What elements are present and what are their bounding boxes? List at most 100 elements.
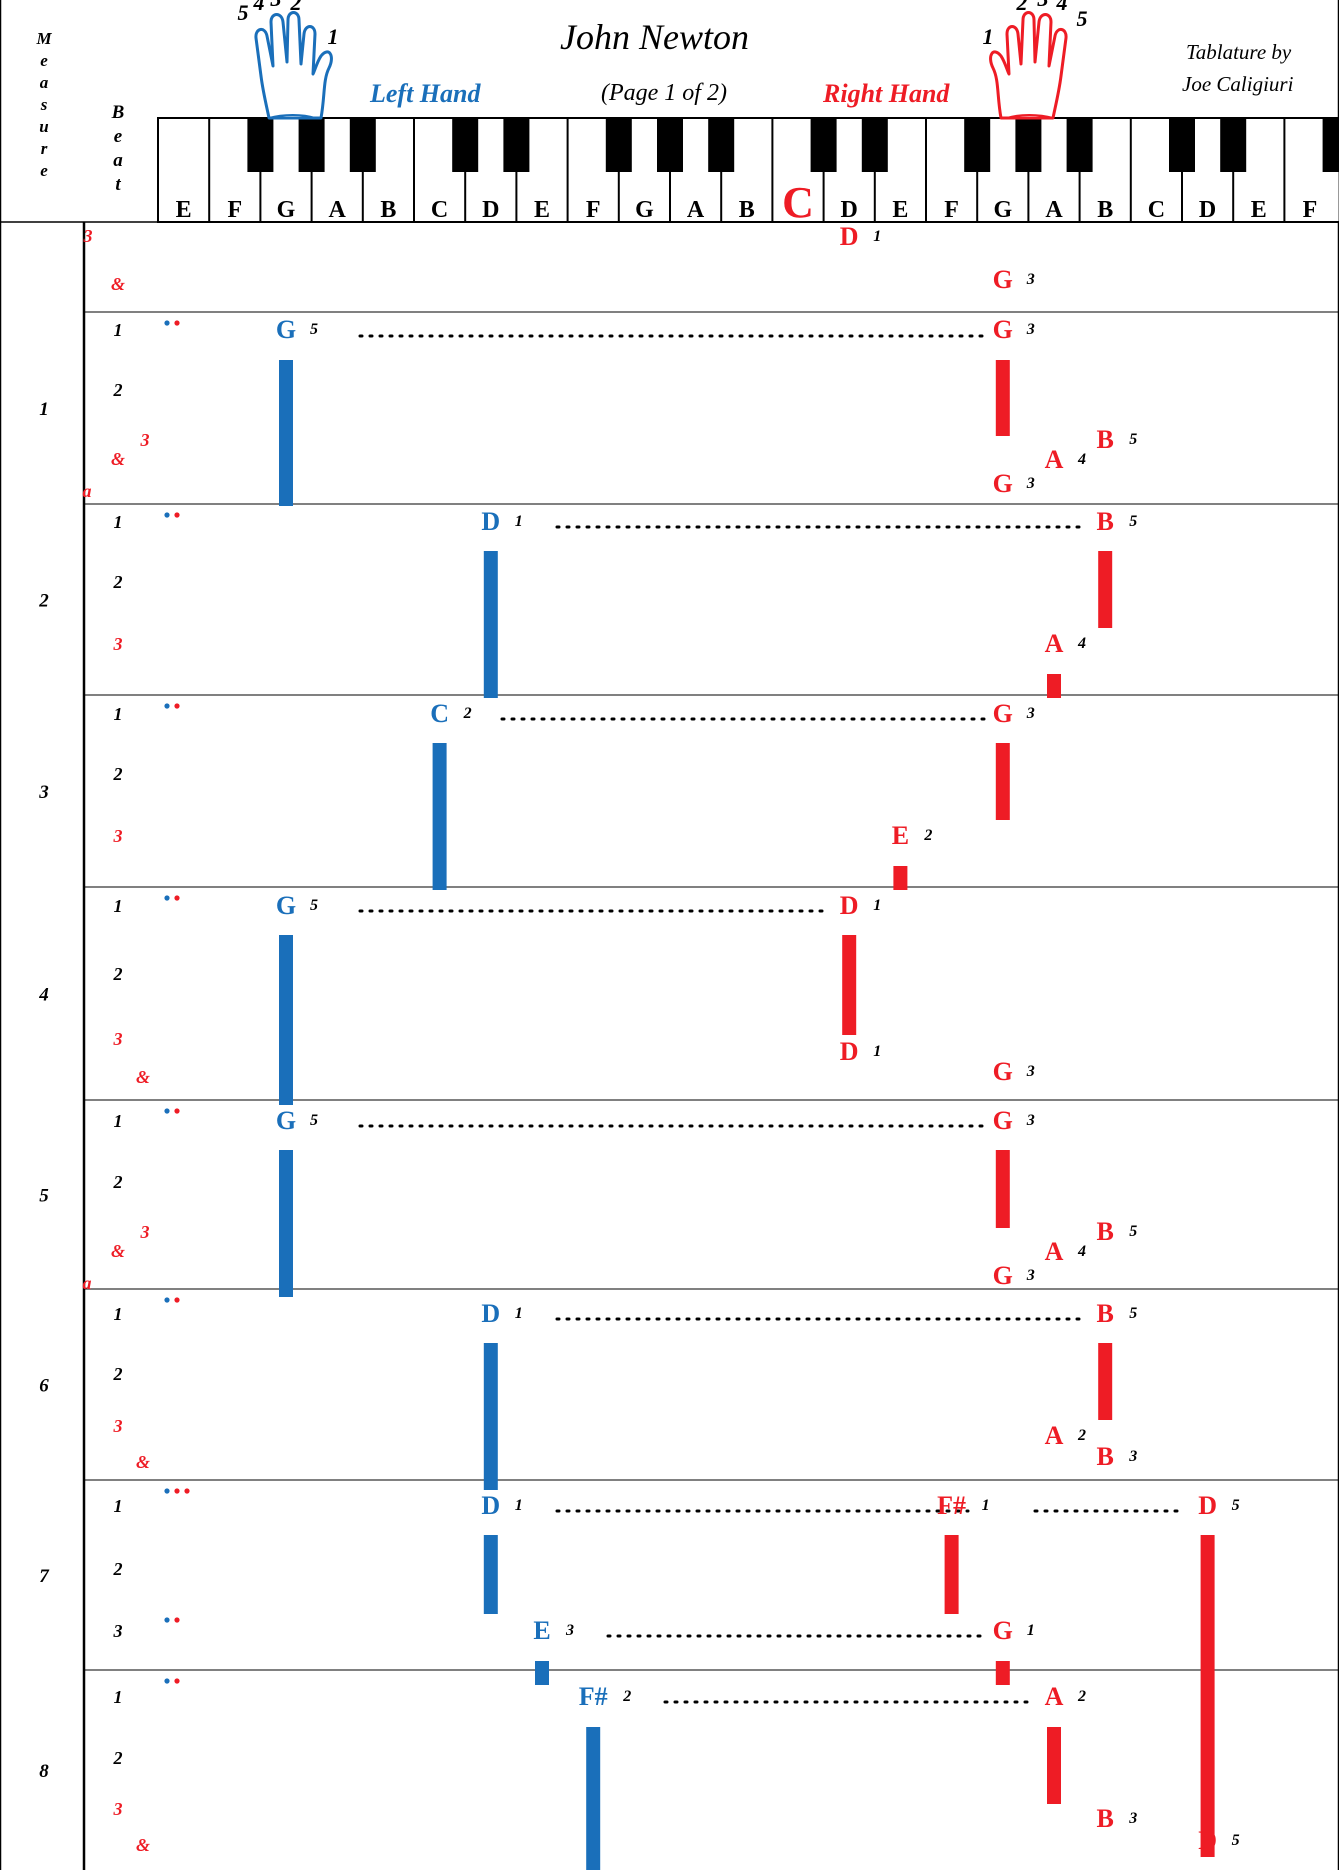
right-hand-duration-bar xyxy=(995,360,1010,436)
finger-number: 2 xyxy=(463,705,472,722)
white-key-label: E xyxy=(534,197,550,223)
beat-count: 3 xyxy=(113,1416,123,1436)
right-hand-note: A xyxy=(1045,1237,1064,1266)
white-key-label: G xyxy=(993,197,1012,223)
beat-count: 2 xyxy=(113,1559,123,1579)
beat-count: 3 xyxy=(83,226,93,246)
finger-number: 5 xyxy=(310,321,318,338)
right-hand-label: Right Hand xyxy=(823,79,950,108)
right-hand-note: B xyxy=(1097,1299,1114,1328)
measure-number: 4 xyxy=(38,985,49,1006)
right-hand-note: B xyxy=(1097,1442,1114,1471)
black-key xyxy=(964,118,991,172)
black-key xyxy=(1015,118,1042,172)
right-hand-duration-bar xyxy=(944,1535,959,1614)
beat-count: 2 xyxy=(113,1748,123,1768)
hand-dot xyxy=(164,895,170,901)
left-hand-duration-bar xyxy=(279,935,293,1105)
white-key-label: C xyxy=(431,197,448,223)
measure-number: 3 xyxy=(38,782,49,803)
beat-count: 3 xyxy=(113,1799,123,1819)
right-hand-note: D xyxy=(840,1037,859,1066)
beat-count: a xyxy=(83,481,92,501)
finger-number: 1 xyxy=(515,513,523,530)
finger-number: 4 xyxy=(1077,451,1086,468)
finger-number: 5 xyxy=(1129,1305,1137,1322)
beat-count: 2 xyxy=(113,572,123,592)
black-key xyxy=(298,118,325,172)
right-hand-note: G xyxy=(993,1261,1013,1290)
black-key xyxy=(657,118,683,172)
finger-number: 3 xyxy=(1026,705,1035,722)
measure-header-letter: e xyxy=(40,51,48,70)
white-key-label: E xyxy=(176,197,192,223)
right-hand-duration-bar xyxy=(995,743,1010,820)
finger-number: 3 xyxy=(1026,1112,1035,1129)
left-finger-number: 3 xyxy=(270,0,282,11)
right-hand-note: D xyxy=(840,222,859,251)
finger-number: 1 xyxy=(515,1497,523,1514)
beat-header-letter: e xyxy=(114,126,123,147)
right-hand-note: B xyxy=(1097,507,1114,536)
beat-count: 2 xyxy=(113,1364,123,1384)
beat-count: & xyxy=(136,1452,150,1472)
left-hand-duration-bar xyxy=(483,1343,498,1490)
hand-dot xyxy=(174,1297,180,1303)
middle-c-key-label: C xyxy=(782,178,814,227)
left-hand-duration-bar xyxy=(279,1150,293,1297)
right-hand-note: A xyxy=(1045,445,1064,474)
black-key xyxy=(1220,118,1247,172)
finger-number: 3 xyxy=(1026,321,1035,338)
hand-dot xyxy=(164,1617,170,1623)
left-hand-note: D xyxy=(481,1491,500,1520)
measure-number: 2 xyxy=(38,591,49,612)
finger-number: 1 xyxy=(1027,1622,1035,1639)
white-key-label: G xyxy=(635,197,654,223)
hand-dot xyxy=(174,320,180,326)
finger-number: 3 xyxy=(1026,475,1035,492)
composer-name: John Newton xyxy=(560,17,749,57)
left-finger-number: 4 xyxy=(253,0,265,15)
left-hand-duration-bar xyxy=(535,1661,549,1685)
finger-number: 5 xyxy=(1232,1497,1240,1514)
beat-count: 1 xyxy=(114,1304,123,1324)
hand-dot xyxy=(164,320,170,326)
finger-number: 2 xyxy=(923,827,932,844)
white-key-label: B xyxy=(1097,197,1113,223)
right-hand-icon xyxy=(989,11,1068,120)
right-finger-number: 5 xyxy=(1077,6,1088,31)
black-key xyxy=(452,118,479,172)
right-hand-note: B xyxy=(1097,1804,1114,1833)
measure-header-letter: e xyxy=(40,161,48,180)
finger-number: 1 xyxy=(873,897,881,914)
measure-header-letter: r xyxy=(41,139,48,158)
left-hand-duration-bar xyxy=(432,743,447,890)
black-key xyxy=(1322,118,1339,172)
finger-number: 1 xyxy=(515,1305,523,1322)
hand-dot xyxy=(174,703,180,709)
right-hand-note: A xyxy=(1045,629,1064,658)
hand-dot xyxy=(164,1488,170,1494)
beat-header-letter: a xyxy=(113,150,123,171)
black-key xyxy=(1066,118,1093,172)
finger-number: 3 xyxy=(1026,1267,1035,1284)
white-key-label: A xyxy=(329,197,347,223)
finger-number: 4 xyxy=(1077,635,1086,652)
right-hand-note: A xyxy=(1045,1682,1064,1711)
hand-dot xyxy=(174,512,180,518)
right-finger-number: 4 xyxy=(1056,0,1068,15)
left-hand-duration-bar xyxy=(586,1727,601,1870)
right-hand-duration-bar xyxy=(1098,1343,1113,1420)
right-hand-note: G xyxy=(993,699,1013,728)
right-hand-note: G xyxy=(993,265,1013,294)
beat-header-letter: B xyxy=(111,102,125,123)
right-hand-duration-bar xyxy=(1200,1535,1215,1857)
finger-number: 3 xyxy=(1128,1810,1137,1827)
finger-number: 5 xyxy=(1129,431,1137,448)
measure-number: 8 xyxy=(39,1761,49,1782)
